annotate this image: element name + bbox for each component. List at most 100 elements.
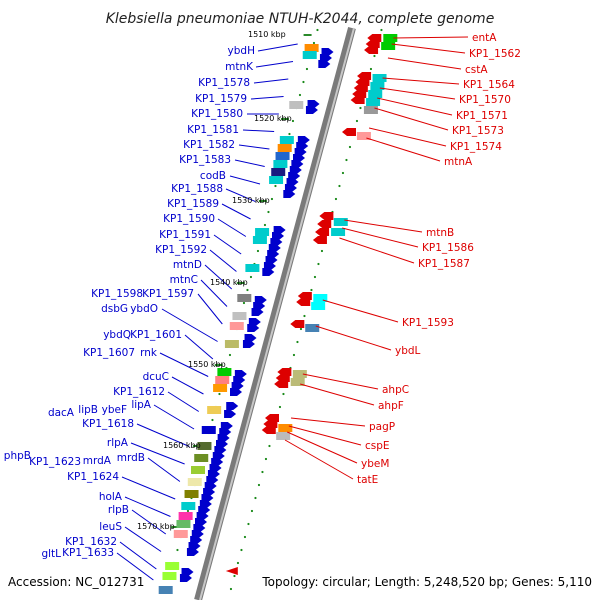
reverse-gene-arrow <box>274 380 289 388</box>
gene-feature-box <box>162 572 177 580</box>
gene-label[interactable]: ybeM <box>361 458 389 470</box>
gene-label[interactable]: KP1_1583 <box>179 154 231 166</box>
gene-label[interactable]: KP1_1592 <box>155 244 207 256</box>
label-connector <box>124 496 171 517</box>
scale-label: 1550 kbp <box>188 360 226 369</box>
gene-label[interactable]: ahpF <box>378 400 404 412</box>
gene-label[interactable]: dcuC <box>143 371 169 383</box>
forward-gene-arrow <box>226 402 239 410</box>
gene-label[interactable]: KP1_1618 <box>82 418 134 430</box>
gene-label[interactable]: KP1_1597 <box>142 288 194 300</box>
gene-feature-box <box>289 101 304 109</box>
reverse-gene-arrow <box>296 298 311 306</box>
gene-label[interactable]: KP1_1632 <box>65 536 117 548</box>
gene-label[interactable]: phpB <box>4 450 31 462</box>
gene-label[interactable]: KP1_1591 <box>159 229 211 241</box>
gene-label[interactable]: ybdQ <box>103 329 131 341</box>
gene-label[interactable]: mtnA <box>444 156 473 168</box>
gene-feature-box <box>187 478 202 486</box>
gene-label[interactable]: cstA <box>465 64 488 76</box>
gene-label[interactable]: ybdO <box>130 303 158 315</box>
track-dot <box>243 535 247 539</box>
gene-label[interactable]: mtnK <box>225 61 254 73</box>
track-dot <box>348 145 352 149</box>
gene-label[interactable]: ahpC <box>382 384 409 396</box>
gene-feature-box <box>252 236 267 244</box>
gene-label[interactable]: KP1_1582 <box>183 139 235 151</box>
gene-label[interactable]: dsbG <box>101 303 128 315</box>
gene-label[interactable]: KP1_1588 <box>171 183 223 195</box>
gene-label[interactable]: KP1_1578 <box>198 77 250 89</box>
gene-label[interactable]: KP1_1590 <box>163 213 215 225</box>
gene-label[interactable]: cspE <box>365 440 390 452</box>
gene-label[interactable]: KP1_1574 <box>450 141 502 153</box>
gene-label[interactable]: KP1_1580 <box>191 108 243 120</box>
gene-label[interactable]: KP1_1601 <box>130 329 182 341</box>
gene-label[interactable]: leuS <box>99 521 122 533</box>
gene-feature-box <box>290 378 305 386</box>
gene-label[interactable]: entA <box>472 32 497 44</box>
track-dot <box>355 119 359 123</box>
gene-label[interactable]: rnk <box>140 347 158 359</box>
gene-label[interactable]: dacA <box>48 407 75 419</box>
gene-feature-box <box>333 218 348 226</box>
gene-label[interactable]: mrdA <box>83 455 112 467</box>
gene-label[interactable]: KP1_1581 <box>187 124 239 136</box>
gene-label[interactable]: tatE <box>357 474 378 486</box>
scale-label: 1560 kbp <box>163 441 201 450</box>
forward-gene-labels: ybdH mtnK KP1_1578 KP1_1579 KP1_1580 KP1… <box>4 45 255 560</box>
track-dot <box>345 158 348 162</box>
label-connector <box>159 352 209 377</box>
gene-label[interactable]: KP1_1623 <box>29 456 81 468</box>
gene-label[interactable]: KP1_1587 <box>418 258 470 270</box>
gene-label[interactable]: lipA <box>131 399 151 411</box>
gene-feature-box <box>191 466 205 474</box>
gene-label[interactable]: rlpB <box>108 504 129 516</box>
reverse-gene-arrow <box>350 96 365 104</box>
label-connector <box>153 404 195 430</box>
gene-label[interactable]: KP1_1598 <box>91 288 143 300</box>
gene-label[interactable]: KP1_1607 <box>83 347 135 359</box>
label-connector <box>290 417 366 427</box>
gene-label[interactable]: rlpA <box>107 437 129 449</box>
label-connector <box>368 127 447 147</box>
gene-feature-box <box>245 264 260 272</box>
gene-label[interactable]: lipB <box>78 404 98 416</box>
gene-label[interactable]: KP1_1593 <box>402 317 454 329</box>
reverse-gene-labels: entA KP1_1562 cstA KP1_1564 KP1_1570 KP1… <box>357 32 521 486</box>
track-dot <box>211 418 214 422</box>
gene-label[interactable]: mtnC <box>170 274 198 286</box>
gene-label[interactable]: pagP <box>369 421 395 433</box>
gene-label[interactable]: KP1_1612 <box>113 386 165 398</box>
gene-label[interactable]: mtnD <box>173 259 202 271</box>
gene-label[interactable]: KP1_1570 <box>459 94 511 106</box>
gene-feature-box <box>302 51 317 59</box>
track-dot <box>254 496 257 500</box>
track-dot <box>298 93 302 97</box>
gene-label[interactable]: ybdL <box>395 345 421 357</box>
gene-label[interactable]: KP1_1589 <box>167 198 219 210</box>
reverse-gene-arrow <box>317 220 332 228</box>
track-dot <box>274 184 277 188</box>
gene-label[interactable]: KP1_1573 <box>452 125 504 137</box>
track-dot <box>359 106 362 110</box>
gene-label[interactable]: KP1_1562 <box>469 48 521 60</box>
gene-label[interactable]: ybeF <box>102 404 127 416</box>
gene-label[interactable]: ybdH <box>228 45 255 57</box>
gene-label[interactable]: KP1_1624 <box>67 471 119 483</box>
gene-label[interactable]: holA <box>99 491 123 503</box>
gene-label[interactable]: codB <box>200 170 226 182</box>
label-connector <box>238 144 270 150</box>
gene-label[interactable]: KP1_1564 <box>463 79 515 91</box>
gene-label[interactable]: gltL <box>41 548 61 560</box>
gene-label[interactable]: mrdB <box>117 452 145 464</box>
gene-label[interactable]: KP1_1586 <box>422 242 474 254</box>
reverse-gene-arrow <box>261 426 276 434</box>
gene-label[interactable]: KP1_1633 <box>62 547 114 559</box>
gene-label[interactable]: KP1_1579 <box>195 93 247 105</box>
label-connector <box>229 175 261 185</box>
gene-label[interactable]: KP1_1571 <box>456 110 508 122</box>
gene-label[interactable]: mtnB <box>426 227 454 239</box>
label-connector <box>119 541 157 570</box>
